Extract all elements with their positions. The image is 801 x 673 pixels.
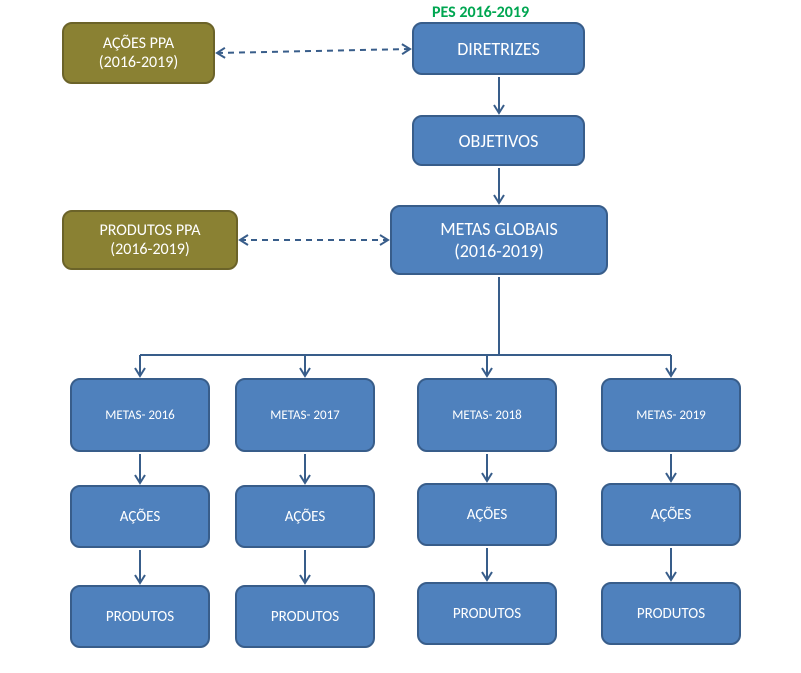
node-produtos-2019: PRODUTOS [601, 582, 741, 645]
node-produtos-2018: PRODUTOS [417, 582, 557, 645]
node-label: AÇÕES [467, 506, 507, 524]
node-produtos-ppa: PRODUTOS PPA(2016-2019) [62, 210, 238, 270]
node-label: PRODUTOS [106, 608, 174, 626]
node-label: METAS GLOBAIS(2016-2019) [440, 218, 558, 262]
node-label: METAS- 2019 [636, 408, 706, 423]
node-label: AÇÕES [651, 506, 691, 524]
node-label: METAS- 2018 [452, 408, 522, 423]
node-acoes-ppa: AÇÕES PPA(2016-2019) [62, 22, 215, 84]
node-acoes-2016: AÇÕES [70, 485, 210, 548]
node-acoes-2017: AÇÕES [235, 485, 375, 548]
node-label: PRODUTOS [271, 608, 339, 626]
node-acoes-2018: AÇÕES [417, 483, 557, 546]
node-metas-2016: METAS- 2016 [70, 378, 210, 452]
node-acoes-2019: AÇÕES [601, 483, 741, 546]
node-label: PRODUTOS PPA(2016-2019) [99, 221, 200, 259]
node-label: PRODUTOS [637, 605, 705, 623]
node-label: METAS- 2016 [105, 408, 175, 423]
node-diretrizes: DIRETRIZES [412, 22, 585, 75]
node-label: AÇÕES [120, 508, 160, 526]
node-metas-2017: METAS- 2017 [235, 378, 375, 452]
node-metas-globais: METAS GLOBAIS(2016-2019) [390, 205, 608, 275]
node-objetivos: OBJETIVOS [412, 115, 585, 166]
node-label: METAS- 2017 [270, 408, 340, 423]
node-produtos-2016: PRODUTOS [70, 585, 210, 648]
node-produtos-2017: PRODUTOS [235, 585, 375, 648]
node-label: AÇÕES [285, 508, 325, 526]
diagram-title: PES 2016-2019 [432, 3, 529, 22]
node-metas-2018: METAS- 2018 [417, 378, 557, 452]
node-label: OBJETIVOS [459, 130, 539, 152]
connectors-svg [0, 0, 801, 673]
node-metas-2019: METAS- 2019 [601, 378, 741, 452]
node-label: AÇÕES PPA(2016-2019) [99, 34, 178, 72]
node-label: PRODUTOS [453, 605, 521, 623]
node-label: DIRETRIZES [457, 38, 540, 60]
